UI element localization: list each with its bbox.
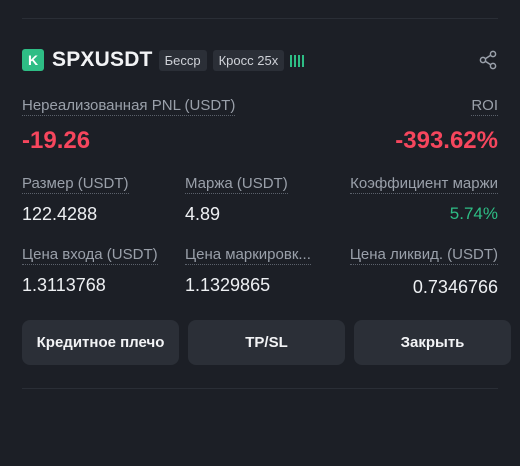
coin-logo: K [22, 49, 44, 71]
entry-price-label[interactable]: Цена входа (USDT) [22, 246, 158, 265]
mark-price-value: 1.1329865 [185, 275, 270, 296]
entry-price-value: 1.3113768 [22, 275, 106, 296]
margin-ratio-value: 5.74% [450, 204, 498, 224]
position-header: K SPXUSDT Бесср Кросс 25x [22, 46, 498, 74]
margin-mode-tag: Бесср [159, 50, 207, 71]
leverage-button[interactable]: Кредитное плечо [22, 320, 179, 365]
margin-value: 4.89 [185, 204, 220, 225]
unrealized-pnl-label[interactable]: Нереализованная PNL (USDT) [22, 97, 235, 116]
unrealized-pnl-value: -19.26 [22, 127, 90, 155]
leverage-tag: Кросс 25x [213, 50, 285, 71]
roi-label[interactable]: ROI [471, 97, 498, 116]
size-value: 122.4288 [22, 204, 97, 225]
tpsl-button[interactable]: TP/SL [188, 320, 345, 365]
liquidation-price-value: 0.7346766 [413, 277, 498, 298]
bottom-divider [22, 388, 498, 389]
margin-ratio-label[interactable]: Коэффициент маржи [350, 175, 498, 194]
margin-label[interactable]: Маржа (USDT) [185, 175, 288, 194]
roi-value: -393.62% [395, 127, 498, 155]
top-divider [22, 18, 498, 19]
liquidation-price-label[interactable]: Цена ликвид. (USDT) [350, 246, 498, 265]
mark-price-label[interactable]: Цена маркировк... [185, 246, 311, 265]
share-icon[interactable] [478, 50, 498, 70]
size-label[interactable]: Размер (USDT) [22, 175, 129, 194]
symbol-title[interactable]: SPXUSDT [52, 48, 153, 72]
close-position-button[interactable]: Закрыть [354, 320, 511, 365]
signal-bars-icon [290, 53, 304, 67]
